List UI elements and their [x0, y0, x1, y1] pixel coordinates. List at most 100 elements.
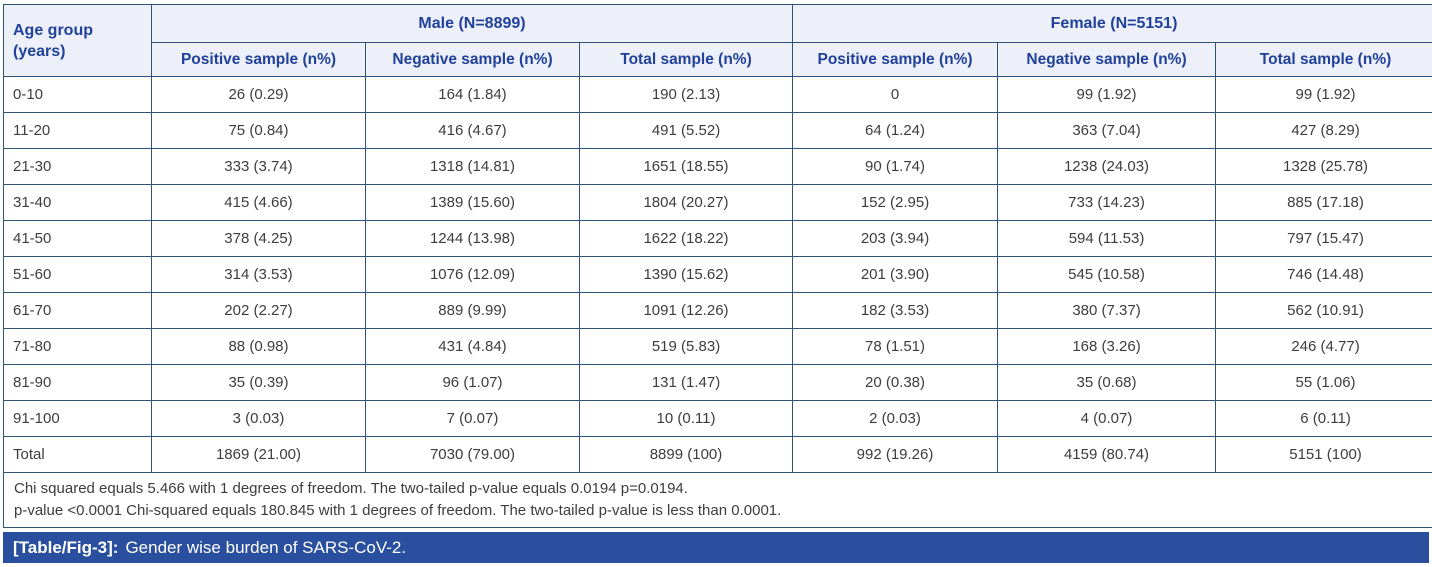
data-cell: 562 (10.91): [1215, 292, 1432, 329]
data-cell: 314 (3.53): [151, 256, 366, 293]
data-cell: 35 (0.68): [997, 364, 1217, 401]
age-group-cell: 0-10: [3, 76, 152, 113]
caption-bar: [Table/Fig-3]: Gender wise burden of SAR…: [3, 532, 1429, 563]
data-cell: 1076 (12.09): [365, 256, 580, 293]
table-row: 91-100 3 (0.03) 7 (0.07) 10 (0.11) 2 (0.03) 4…: [3, 400, 1432, 437]
footnote-line-2: p-value <0.0001 Chi-squared equals 180.8…: [14, 502, 782, 519]
data-cell: 491 (5.52): [578, 112, 794, 149]
footnote-cell: Chi squared equals 5.466 with 1 degrees …: [2, 472, 1432, 528]
data-cell: 1622 (18.22): [578, 220, 794, 257]
data-cell: 99 (1.92): [997, 76, 1217, 113]
data-cell: 992 (19.26): [792, 436, 999, 473]
data-cell: 1091 (12.26): [578, 292, 794, 329]
data-cell: 0: [792, 76, 999, 113]
table-row: 21-30 333 (3.74) 1318 (14.81) 1651 (18.55) 9…: [3, 148, 1432, 185]
data-cell: 519 (5.83): [578, 328, 794, 365]
data-cell: 1318 (14.81): [365, 148, 580, 185]
data-cell: 594 (11.53): [997, 220, 1217, 257]
table-row: 11-20 75 (0.84) 416 (4.67) 491 (5.52) 64 (1.…: [3, 112, 1432, 149]
caption-text: Gender wise burden of SARS-CoV-2.: [125, 537, 407, 557]
data-cell: 797 (15.47): [1215, 220, 1432, 257]
data-cell: 4 (0.07): [997, 400, 1217, 437]
age-group-header-line1: Age group: [13, 21, 93, 39]
age-group-cell: 11-20: [3, 112, 152, 149]
table-row: 41-50 378 (4.25) 1244 (13.98) 1622 (18.22) 2…: [3, 220, 1432, 257]
data-cell: 545 (10.58): [997, 256, 1217, 293]
data-cell: 35 (0.39): [151, 364, 366, 401]
female-positive-header: Positive sample (n%): [792, 42, 999, 77]
table-header: Age group (years) Male (N=8899) Female (…: [3, 4, 1432, 77]
data-cell: 78 (1.51): [792, 328, 999, 365]
data-cell: 746 (14.48): [1215, 256, 1432, 293]
table-row: 71-80 88 (0.98) 431 (4.84) 519 (5.83) 78 (1.…: [3, 328, 1432, 365]
table-row: 61-70 202 (2.27) 889 (9.99) 1091 (12.26) 182…: [3, 292, 1432, 329]
data-cell: 7 (0.07): [365, 400, 580, 437]
data-cell: 1869 (21.00): [151, 436, 366, 473]
data-cell: 99 (1.92): [1215, 76, 1432, 113]
age-group-cell: 91-100: [3, 400, 152, 437]
data-cell: 7030 (79.00): [365, 436, 580, 473]
age-group-cell: 21-30: [3, 148, 152, 185]
male-total-header: Total sample (n%): [578, 42, 794, 77]
data-cell: 4159 (80.74): [997, 436, 1217, 473]
age-group-cell: Total: [3, 436, 152, 473]
data-cell: 1244 (13.98): [365, 220, 580, 257]
data-cell: 182 (3.53): [792, 292, 999, 329]
data-cell: 3 (0.03): [151, 400, 366, 437]
male-group-header: Male (N=8899): [150, 4, 794, 43]
data-cell: 96 (1.07): [365, 364, 580, 401]
data-cell: 378 (4.25): [151, 220, 366, 257]
table-row: 31-40 415 (4.66) 1389 (15.60) 1804 (20.27) 1…: [3, 184, 1432, 221]
data-cell: 246 (4.77): [1215, 328, 1432, 365]
male-negative-header: Negative sample (n%): [365, 42, 580, 77]
data-cell: 202 (2.27): [151, 292, 366, 329]
data-cell: 164 (1.84): [365, 76, 580, 113]
data-cell: 1651 (18.55): [578, 148, 794, 185]
table-row: Total 1869 (21.00) 7030 (79.00) 8899 (100) 9…: [3, 436, 1432, 473]
data-cell: 5151 (100): [1215, 436, 1432, 473]
data-cell: 431 (4.84): [365, 328, 580, 365]
data-cell: 6 (0.11): [1215, 400, 1432, 437]
data-cell: 55 (1.06): [1215, 364, 1432, 401]
data-cell: 1389 (15.60): [365, 184, 580, 221]
age-group-cell: 41-50: [3, 220, 152, 257]
data-cell: 363 (7.04): [997, 112, 1217, 149]
data-cell: 90 (1.74): [792, 148, 999, 185]
age-group-cell: 61-70: [3, 292, 152, 329]
age-group-header: Age group (years): [3, 4, 152, 77]
caption-label: [Table/Fig-3]:: [13, 537, 119, 557]
age-group-cell: 81-90: [3, 364, 152, 401]
table-row: 0-10 26 (0.29) 164 (1.84) 190 (2.13) 0 99 (1.…: [3, 76, 1432, 113]
data-cell: 885 (17.18): [1215, 184, 1432, 221]
age-group-cell: 31-40: [3, 184, 152, 221]
group-header-row: Age group (years) Male (N=8899) Female (…: [3, 4, 1432, 77]
data-cell: 1390 (15.62): [578, 256, 794, 293]
data-cell: 415 (4.66): [151, 184, 366, 221]
data-cell: 190 (2.13): [578, 76, 794, 113]
table-body: 0-10 26 (0.29) 164 (1.84) 190 (2.13) 0 99 (1.…: [3, 76, 1432, 473]
female-total-header: Total sample (n%): [1215, 42, 1432, 77]
data-cell: 1328 (25.78): [1215, 148, 1432, 185]
table-row: 81-90 35 (0.39) 96 (1.07) 131 (1.47) 20 (0.3…: [3, 364, 1432, 401]
data-cell: 64 (1.24): [792, 112, 999, 149]
data-cell: 380 (7.37): [997, 292, 1217, 329]
table-row: 51-60 314 (3.53) 1076 (12.09) 1390 (15.62) 2…: [3, 256, 1432, 293]
female-group-header: Female (N=5151): [792, 4, 1432, 43]
gender-burden-table: Age group (years) Male (N=8899) Female (…: [2, 4, 1432, 528]
data-cell: 889 (9.99): [365, 292, 580, 329]
data-cell: 131 (1.47): [578, 364, 794, 401]
data-cell: 26 (0.29): [151, 76, 366, 113]
data-cell: 733 (14.23): [997, 184, 1217, 221]
data-cell: 427 (8.29): [1215, 112, 1432, 149]
age-group-cell: 51-60: [3, 256, 152, 293]
female-negative-header: Negative sample (n%): [997, 42, 1217, 77]
footnote-line-1: Chi squared equals 5.466 with 1 degrees …: [14, 480, 688, 497]
data-cell: 416 (4.67): [365, 112, 580, 149]
male-positive-header: Positive sample (n%): [151, 42, 366, 77]
age-group-header-line2: (years): [13, 42, 66, 60]
data-cell: 10 (0.11): [578, 400, 794, 437]
data-cell: 1238 (24.03): [997, 148, 1217, 185]
age-group-cell: 71-80: [3, 328, 152, 365]
data-cell: 203 (3.94): [792, 220, 999, 257]
